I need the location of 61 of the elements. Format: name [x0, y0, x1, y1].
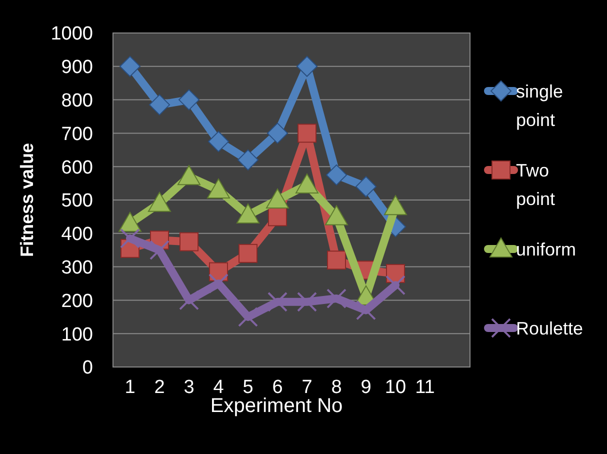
x-tick-label: 4	[213, 377, 224, 398]
y-tick-label: 700	[61, 124, 93, 145]
y-tick-label: 500	[61, 190, 93, 212]
point	[266, 188, 289, 208]
point	[298, 124, 316, 143]
point	[296, 173, 318, 194]
point	[207, 178, 230, 198]
point	[178, 89, 200, 110]
y-tick-label: 900	[61, 57, 93, 78]
x-tick-label: 2	[154, 377, 165, 398]
point	[150, 240, 170, 260]
x-tick-label: 5	[242, 377, 254, 398]
y-tick-label: 0	[82, 358, 93, 379]
y-tick-label: 300	[61, 257, 93, 278]
y-axis-title: Fitness value	[17, 142, 37, 258]
point	[236, 204, 260, 224]
x-tick-label: 6	[272, 377, 283, 398]
x-axis-title: Experiment No	[210, 395, 343, 417]
point	[268, 207, 287, 226]
point	[238, 149, 258, 170]
y-tick-label: 600	[61, 157, 93, 178]
x-tick-label: 9	[360, 377, 372, 398]
legend-label: uniform	[516, 239, 576, 260]
x-tick-label: 8	[331, 377, 342, 398]
x-tick-label: 7	[302, 377, 312, 398]
x-tick-label: 11	[415, 377, 435, 398]
x-tick-label: 3	[184, 377, 194, 398]
x-tick-label: 1	[124, 377, 136, 398]
legend-label: Two point	[516, 160, 556, 210]
point	[384, 195, 407, 216]
point	[180, 232, 198, 252]
legend-label: single point	[516, 81, 564, 130]
point	[297, 292, 317, 312]
y-tick-label: 1000	[50, 24, 93, 45]
point	[268, 292, 288, 312]
point	[356, 176, 376, 198]
x-tick-label: 10	[384, 377, 406, 398]
point	[238, 244, 258, 263]
point	[178, 165, 200, 186]
point	[326, 288, 346, 309]
point	[386, 275, 406, 296]
point	[208, 274, 228, 294]
point	[208, 131, 229, 152]
y-tick-label: 800	[61, 90, 93, 112]
point	[148, 192, 171, 212]
point	[326, 164, 347, 186]
point	[149, 94, 170, 116]
point	[267, 122, 288, 144]
y-tick-label: 100	[61, 324, 93, 346]
point	[238, 306, 258, 327]
point	[118, 212, 142, 232]
point	[179, 290, 199, 310]
y-tick-label: 200	[61, 290, 93, 312]
point	[296, 56, 318, 77]
legend-label: Roulette	[516, 318, 584, 338]
y-tick-label: 400	[61, 224, 93, 246]
point	[327, 250, 346, 270]
point	[120, 56, 140, 77]
point	[356, 300, 376, 320]
point	[120, 228, 140, 248]
point	[325, 205, 348, 226]
